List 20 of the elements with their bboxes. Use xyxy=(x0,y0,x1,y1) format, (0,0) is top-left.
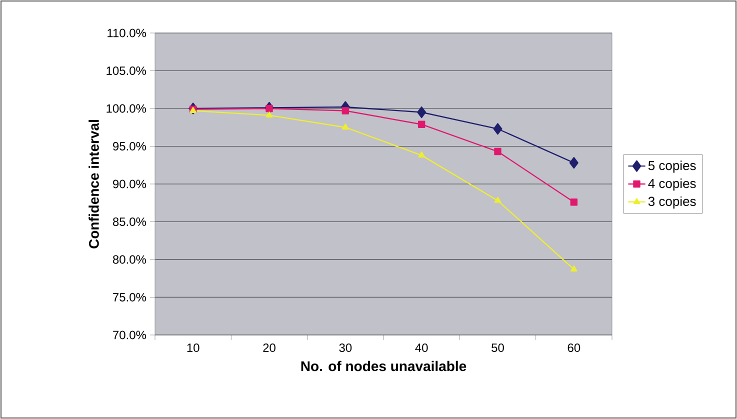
y-tick-label: 110.0% xyxy=(108,28,146,38)
y-tick-label: 90.0% xyxy=(113,180,146,188)
y-tick-label: 105.0% xyxy=(106,66,146,75)
y-tick-label: 80.0% xyxy=(112,255,146,264)
y-tick-label: 95.0% xyxy=(113,142,146,150)
x-axis-title: No. of nodes unavailable xyxy=(301,360,466,372)
y-tick-label: 85.0% xyxy=(112,217,146,226)
x-tick-label: 50 xyxy=(492,344,504,352)
x-tick-label: 20 xyxy=(263,344,276,352)
x-tick-label: 60 xyxy=(568,344,580,352)
legend-label: 5 copies xyxy=(648,160,696,173)
x-tick-label: 40 xyxy=(415,344,428,352)
legend-label: 3 copies xyxy=(648,196,696,209)
y-tick-label: 70.0% xyxy=(113,330,146,340)
x-tick-label: 10 xyxy=(187,344,200,352)
y-tick-label: 100.0% xyxy=(106,104,146,113)
y-tick-label: 75.0% xyxy=(113,292,146,302)
x-tick-label: 30 xyxy=(339,344,352,352)
legend-label: 4 copies xyxy=(648,178,696,191)
y-axis-title: Confidence interval xyxy=(88,120,99,248)
